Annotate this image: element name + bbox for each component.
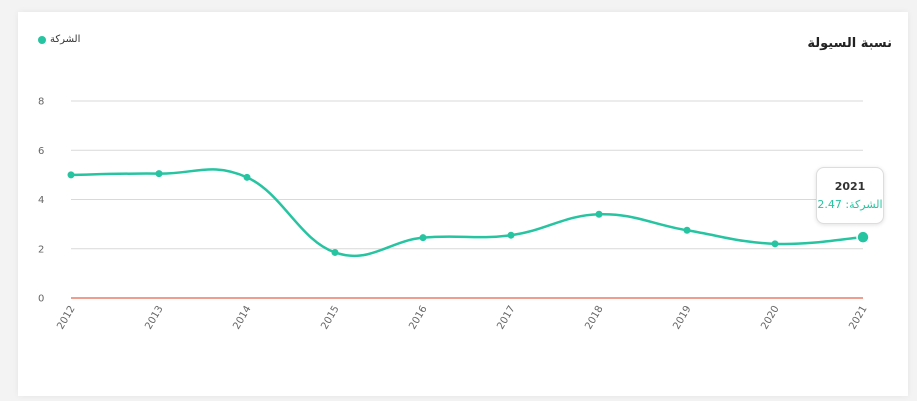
x-tick-label: 2013 [143,304,165,332]
tooltip-year: 2021 [834,180,866,193]
data-point[interactable] [507,231,515,239]
y-tick-label: 2 [38,244,44,255]
tooltip-value-row: الشركة: 2.47 [817,198,883,211]
x-tick-label: 2020 [759,304,781,332]
data-point[interactable] [155,170,163,178]
data-point[interactable] [67,171,75,179]
grid-lines [71,100,863,299]
y-tick-label: 8 [38,97,44,108]
x-tick-label: 2018 [583,304,605,332]
data-point[interactable] [243,173,251,181]
chart-title: نسبة السيولة [807,36,892,51]
y-tick-label: 0 [38,294,44,305]
y-tick-label: 6 [38,146,44,157]
y-axis-ticks: 0 2 4 6 8 [38,97,44,305]
x-tick-label: 2014 [231,304,253,332]
data-point[interactable] [595,210,603,218]
tooltip-value: 2.47 [817,198,842,211]
y-tick-label: 4 [38,195,44,206]
tooltip: 2021 الشركة: 2.47 [816,167,884,224]
data-point[interactable] [419,234,427,242]
data-point[interactable] [771,240,779,248]
legend-item[interactable]: الشركة [38,34,80,45]
tooltip-label: الشركة: [845,198,883,211]
data-point[interactable] [331,248,339,256]
data-points [67,170,870,256]
x-tick-label: 2019 [671,304,693,332]
x-tick-label: 2017 [495,304,517,332]
series-line [70,168,864,258]
data-point-active[interactable] [856,230,870,244]
x-tick-label: 2015 [319,304,341,332]
data-point[interactable] [683,226,691,234]
legend-swatch-icon [38,35,46,44]
x-axis-ticks: 2012 2013 2014 2015 2016 2017 2018 2019 2020 2021 [55,304,869,332]
x-tick-label: 2012 [55,304,77,332]
x-tick-label: 2016 [407,304,429,332]
x-tick-label: 2021 [847,304,869,332]
legend-label: الشركة [50,34,81,45]
